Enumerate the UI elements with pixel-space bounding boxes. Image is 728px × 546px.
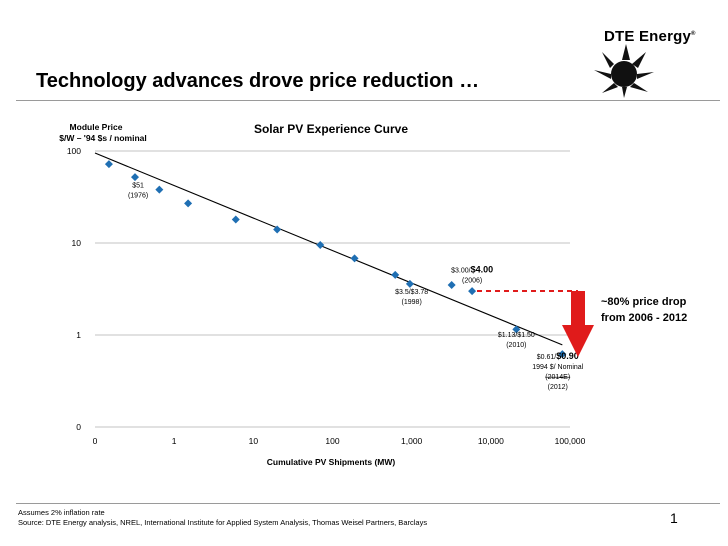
footnote-inflation: Assumes 2% inflation rate xyxy=(18,508,105,517)
data-point-marker xyxy=(155,185,164,194)
down-arrow-shaft xyxy=(571,291,585,327)
data-point-marker xyxy=(231,215,240,224)
trendline-segment xyxy=(94,152,563,346)
footer-divider xyxy=(16,503,720,504)
trendline xyxy=(94,152,563,346)
chart-title: Solar PV Experience Curve xyxy=(254,122,408,136)
price-drop-indicator xyxy=(477,290,594,357)
data-point-marker xyxy=(512,325,521,334)
dte-energy-logo xyxy=(594,44,654,98)
price-drop-callout: ~80% price drop from 2006 - 2012 xyxy=(601,296,688,324)
data-point-marker xyxy=(391,270,400,279)
annotation-line: $3.00/$4.00 xyxy=(451,264,493,274)
logo-wordmark: DTE Energy® xyxy=(604,28,696,45)
annotation-line: (2012) xyxy=(548,384,568,391)
x-tick-label: 10,000 xyxy=(478,436,504,446)
x-axis-label: Cumulative PV Shipments (MW) xyxy=(267,457,396,467)
annotation-a2006: $3.00/$4.00 (2006) xyxy=(451,264,493,284)
y-axis-label-line2: $/W – '94 $s / nominal xyxy=(59,133,147,143)
x-tick-label: 1 xyxy=(172,436,177,446)
data-point-marker xyxy=(405,279,414,288)
data-points xyxy=(104,160,567,359)
down-arrow-head xyxy=(562,325,594,357)
page-number: 1 xyxy=(670,510,678,526)
sunburst-icon xyxy=(594,44,654,98)
slide-title: Technology advances drove price reductio… xyxy=(36,70,480,92)
annotation-a1976: $51 (1976) xyxy=(128,183,148,200)
data-point-marker xyxy=(468,287,477,296)
y-tick-label: 10 xyxy=(72,238,82,248)
annotations: $51 (1976) $3.00/$4.00 (2006) $3.5/$3.78 (199… xyxy=(128,183,584,391)
annotation-a2012: $0.61/$0.90 1994 $/ Nominal (2014E) (2012) xyxy=(532,351,583,391)
footnote-source: Source: DTE Energy analysis, NREL, Inter… xyxy=(18,518,428,527)
annotation-line: 1994 $/ Nominal xyxy=(532,364,583,371)
y-axis-label-line1: Module Price xyxy=(70,122,123,132)
gridlines xyxy=(95,150,570,428)
annotation-line: $1.13/$1.50 xyxy=(498,332,535,339)
data-point-marker xyxy=(104,160,113,169)
annotation-line: (1976) xyxy=(128,193,148,200)
x-tick-label: 0 xyxy=(93,436,98,446)
annotation-a1998: $3.5/$3.78 (1998) xyxy=(395,289,428,306)
y-tick-label: 1 xyxy=(76,330,81,340)
annotation-line: $0.61/$0.90 xyxy=(537,351,579,361)
data-point-marker xyxy=(273,225,282,234)
annotation-line: (2010) xyxy=(506,342,526,349)
x-tick-label: 10 xyxy=(249,436,259,446)
annotation-line: (2006) xyxy=(462,277,482,284)
tick-labels: 0 1 10 100 0 1 10 100 1,000 10,000 100,000 xyxy=(67,146,586,446)
y-tick-label: 100 xyxy=(67,146,81,156)
data-point-marker xyxy=(184,199,193,208)
data-point-marker xyxy=(316,241,325,250)
x-tick-label: 1,000 xyxy=(401,436,423,446)
annotation-line: $51 xyxy=(132,183,144,190)
data-point-marker xyxy=(130,173,139,182)
annotation-line: $3.5/$3.78 xyxy=(395,289,428,296)
title-divider xyxy=(16,100,720,101)
x-tick-label: 100,000 xyxy=(555,436,586,446)
data-point-marker xyxy=(447,280,456,289)
x-tick-label: 100 xyxy=(325,436,339,446)
annotation-line: (1998) xyxy=(402,299,422,306)
annotation-a2010: $1.13/$1.50 (2010) xyxy=(498,332,535,349)
y-tick-label: 0 xyxy=(76,422,81,432)
annotation-line: (2014E) xyxy=(545,374,570,381)
data-point-marker xyxy=(558,350,567,359)
data-point-marker xyxy=(350,254,359,263)
